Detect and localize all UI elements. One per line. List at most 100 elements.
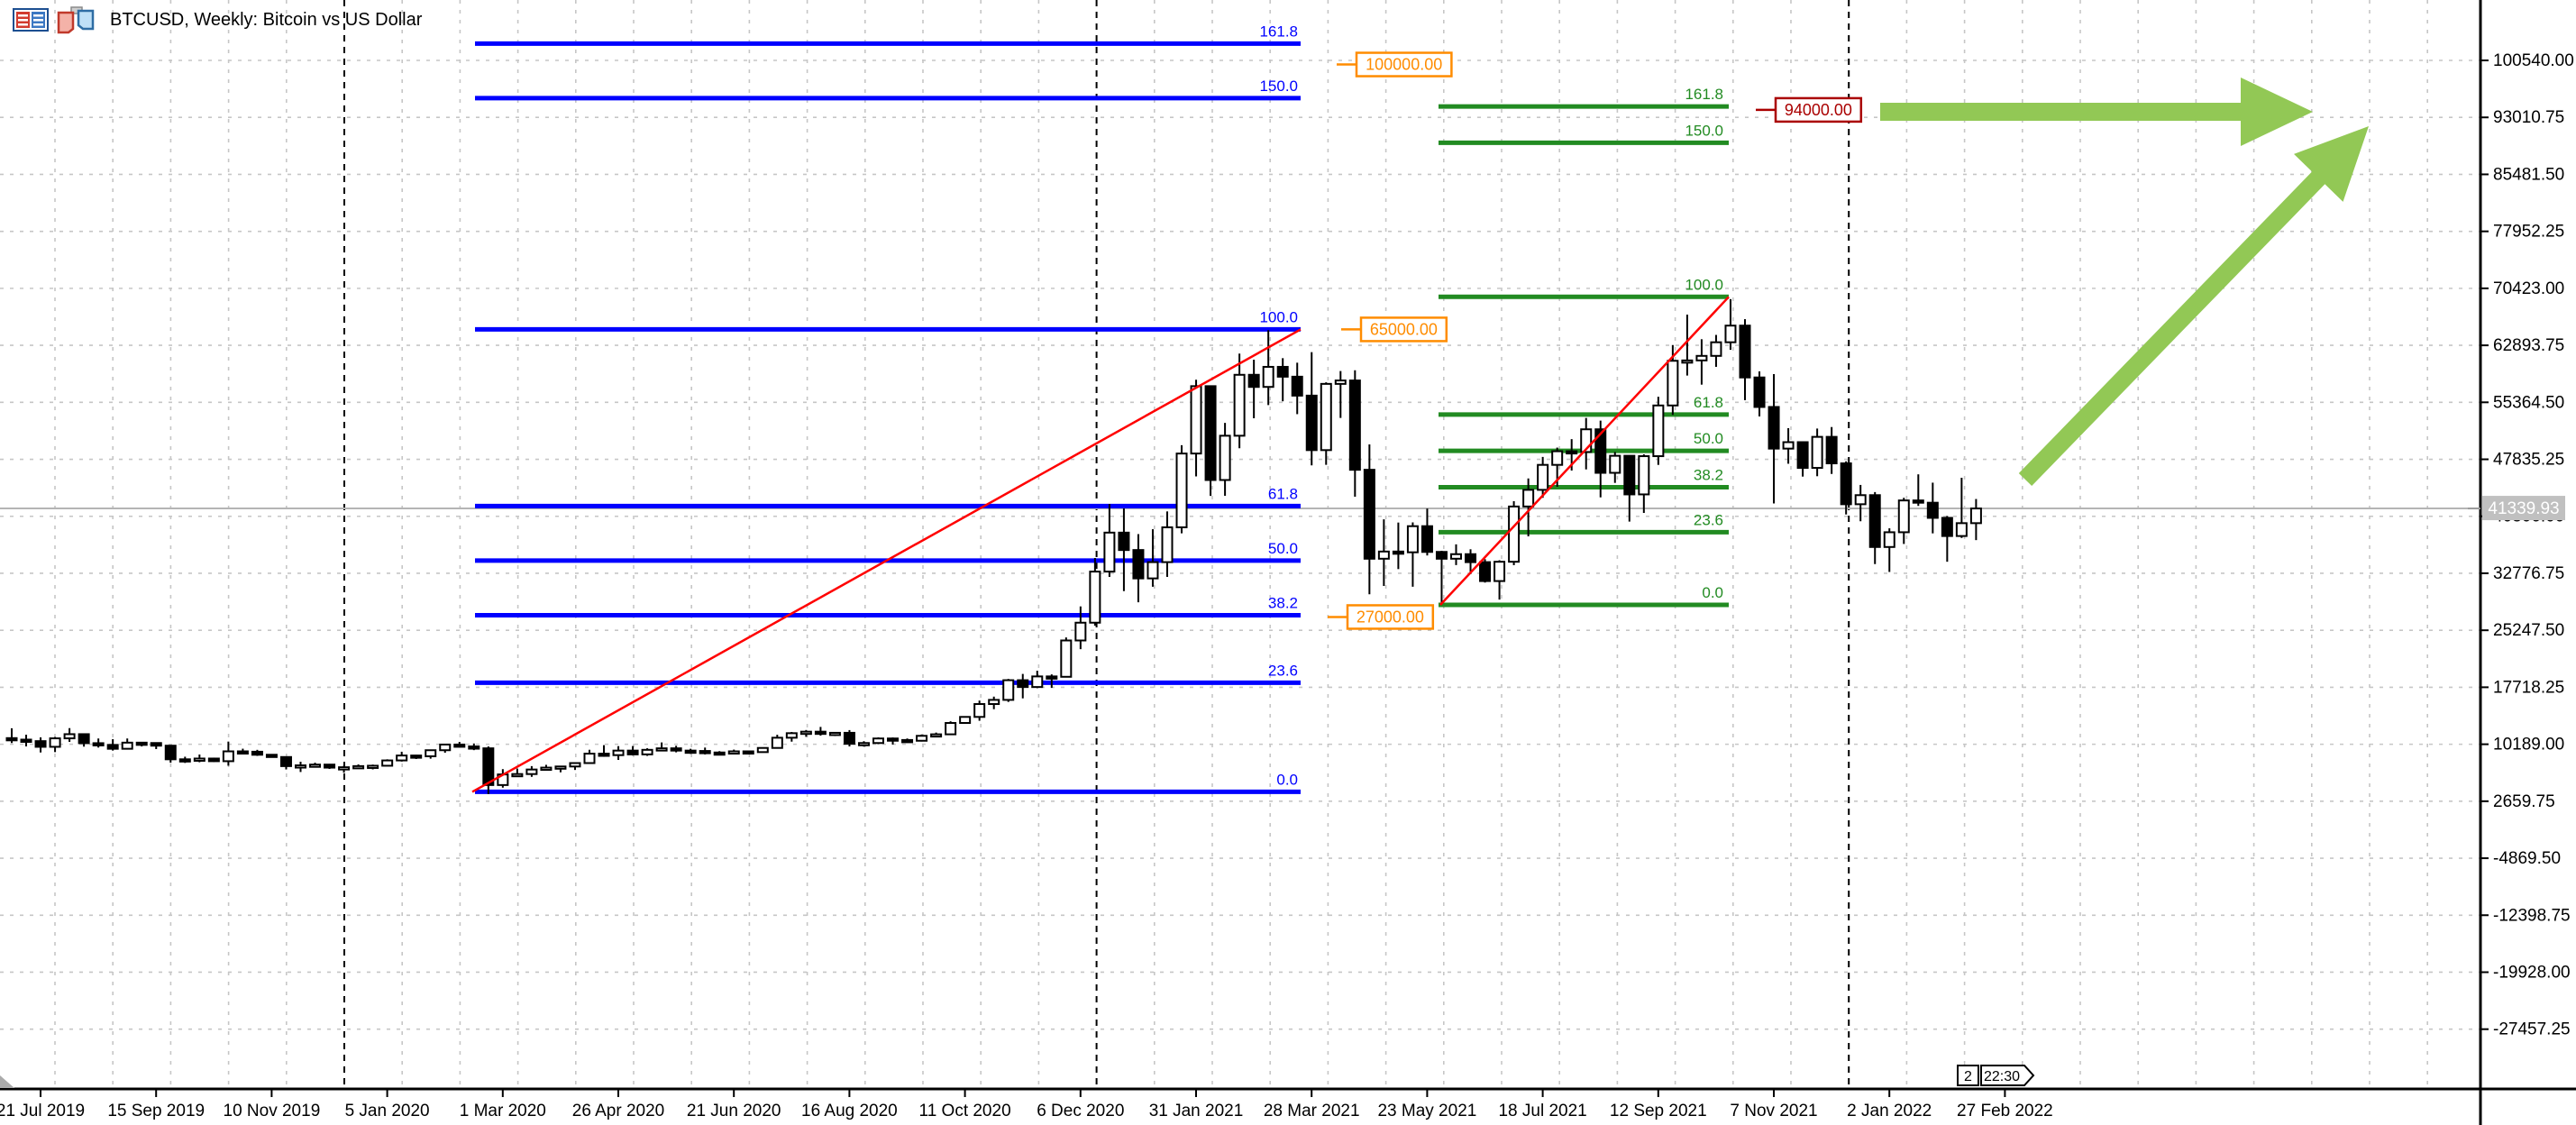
candle-body (1609, 454, 1621, 474)
current-price-badge-text: 41339.93 (2488, 499, 2559, 518)
candle-body (1392, 550, 1404, 555)
price-tick-label: 100540.00 (2493, 51, 2574, 70)
candle (338, 765, 351, 773)
candle-body (367, 764, 379, 769)
candle (945, 721, 957, 736)
fib-retracement-blue[interactable]: 161.8 150.0 100.0 61.8 50.0 38.2 23.6 0.0 (471, 23, 1302, 793)
candle (554, 765, 567, 773)
candle-body (121, 741, 133, 750)
time-tick-label: 6 Dec 2020 (1037, 1102, 1124, 1120)
candle (1190, 380, 1202, 477)
price-marker-box[interactable] (1774, 96, 1863, 123)
candle-body (1305, 394, 1318, 452)
candle-body (135, 741, 148, 746)
candle (1060, 637, 1073, 678)
fib-trend-line[interactable] (1439, 296, 1730, 606)
time-tick-label: 27 Feb 2022 (1957, 1102, 2053, 1120)
candle-body (1219, 434, 1231, 481)
time-axis[interactable]: 21 Jul 2019 15 Sep 2019 10 Nov 2019 5 Jan 2… (0, 1075, 2053, 1120)
price-marker-65000[interactable]: 65000.00 (1341, 316, 1448, 343)
candle-body (554, 765, 567, 770)
candle (1406, 522, 1419, 587)
candle-body (1796, 441, 1809, 470)
candle-body (916, 735, 928, 742)
candle (843, 729, 855, 747)
candle-body (626, 749, 639, 755)
candle-body (1276, 365, 1289, 378)
fib-trend-line[interactable] (471, 328, 1302, 793)
candle (1146, 529, 1159, 587)
candle-body (34, 740, 47, 748)
candle (164, 745, 177, 764)
current-price-badge: 41339.93 (2468, 496, 2565, 521)
fib-level-label: 100.0 (1259, 308, 1298, 325)
candle (1537, 456, 1549, 498)
candle-body (699, 750, 711, 755)
candle (1334, 370, 1347, 418)
price-marker-box[interactable] (1346, 604, 1435, 630)
candle-body (396, 755, 408, 762)
candle-body (1840, 462, 1852, 506)
price-tick-label: 25247.50 (2493, 621, 2564, 640)
time-tick-label: 18 Jul 2021 (1498, 1102, 1586, 1120)
price-tick-label: -19928.00 (2493, 963, 2571, 982)
candle-body (1175, 453, 1188, 528)
fib-level-label: 61.8 (1694, 394, 1723, 411)
time-tick-label: 16 Aug 2020 (801, 1102, 898, 1120)
candle (1118, 508, 1130, 591)
candle-body (641, 748, 653, 755)
candle (771, 735, 783, 749)
candle-body (1465, 553, 1477, 563)
candle (641, 748, 653, 756)
candle-body (251, 750, 263, 756)
price-marker-box[interactable] (1359, 316, 1448, 343)
candle (1305, 352, 1318, 466)
candle-body (1089, 571, 1101, 624)
candle (1494, 560, 1506, 600)
price-tick-label: 93010.75 (2493, 108, 2564, 127)
fib-level-label: 23.6 (1268, 662, 1298, 679)
candle (1522, 478, 1535, 537)
candle (49, 736, 61, 753)
candle (106, 738, 119, 751)
candle (1435, 550, 1448, 604)
price-marker-94000[interactable]: 94000.00 (1756, 96, 1863, 123)
green-arrow-right[interactable] (1880, 78, 2313, 146)
candle (1132, 534, 1145, 603)
current-price-badge-box (2482, 496, 2565, 521)
candle (193, 755, 206, 763)
candle-body (1494, 561, 1506, 582)
candle (1204, 385, 1217, 497)
candle-body (1450, 553, 1462, 560)
candle (598, 745, 610, 757)
candle (352, 764, 365, 770)
candle-body (1377, 550, 1390, 560)
candle (930, 732, 943, 738)
fib-level-label: 161.8 (1259, 23, 1298, 40)
candle (92, 738, 105, 748)
candle-body (1435, 551, 1448, 560)
candle (367, 764, 379, 770)
fib-level-label: 0.0 (1276, 771, 1298, 788)
fib-extension-green-lines[interactable] (1439, 104, 1729, 608)
candle (1089, 557, 1101, 627)
candle-body (655, 747, 668, 752)
candle-body (106, 744, 119, 750)
candle (713, 751, 726, 756)
fib-extension-green[interactable]: 161.8 150.0 100.0 61.8 50.0 38.2 23.6 0.0 (1439, 86, 1730, 606)
price-tick-label: 77952.25 (2493, 223, 2564, 242)
green-arrow-up-right[interactable] (2018, 126, 2369, 486)
candle-body (1768, 406, 1780, 450)
candle-body (973, 703, 986, 718)
candle-body (887, 737, 900, 742)
candle-body (222, 750, 234, 763)
candle (1031, 671, 1044, 689)
price-marker-100000[interactable]: 100000.00 (1337, 51, 1453, 78)
candle-body (945, 722, 957, 736)
candle-body (828, 731, 841, 736)
candle (1377, 519, 1390, 587)
price-marker-box[interactable] (1355, 51, 1453, 78)
price-marker-27000[interactable]: 27000.00 (1328, 604, 1435, 630)
candle (295, 762, 306, 773)
